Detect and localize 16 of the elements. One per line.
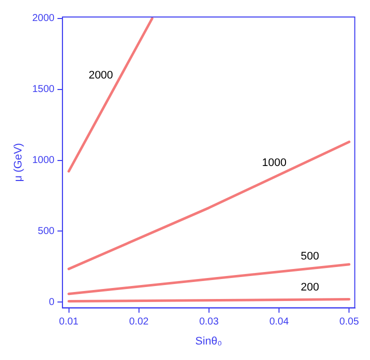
- y-tick-label: 500: [38, 226, 55, 237]
- y-tick-label: 2000: [32, 13, 55, 24]
- x-tick-label: 0.03: [199, 316, 220, 328]
- x-axis-title: Sinθ₀: [195, 335, 222, 348]
- series-label: 2000: [88, 70, 114, 82]
- x-tick-label: 0.05: [339, 316, 360, 328]
- y-axis-title: μ (GeV): [12, 143, 25, 182]
- series-label: 500: [300, 250, 320, 263]
- y-tick-label: 1500: [32, 84, 55, 96]
- series-label: 200: [300, 282, 320, 294]
- x-tick-label: 0.04: [269, 316, 290, 328]
- y-tick-label: 0: [48, 296, 55, 308]
- series-label: 1000: [262, 157, 286, 170]
- x-tick-label: 0.01: [59, 316, 79, 328]
- y-tick-label: 1000: [32, 155, 55, 166]
- x-tick-label: 0.02: [129, 316, 150, 328]
